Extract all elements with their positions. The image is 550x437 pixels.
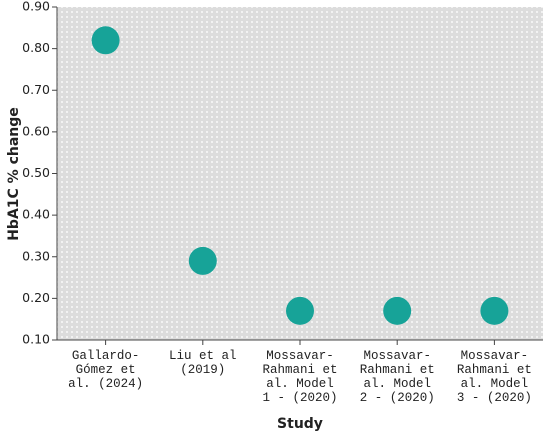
y-tick-label: 0.90 (22, 0, 50, 14)
x-axis-title: Study (277, 416, 323, 432)
point (383, 296, 412, 325)
y-axis-title: HbA1C % change (6, 107, 22, 241)
point (480, 296, 509, 325)
point (91, 26, 120, 55)
x-tick-label: Mossavar-Rahmani et al. Model 1 - (2020) (262, 349, 337, 405)
point (188, 246, 217, 275)
y-tick-label: 0.20 (22, 290, 50, 305)
y-tick-label: 0.60 (22, 123, 50, 138)
y-tick-label: 0.10 (22, 332, 50, 347)
x-tick-label: Liu et al (2019) (169, 349, 237, 377)
y-tick-label: 0.50 (22, 165, 50, 180)
x-tick-label: Gallardo-Gómez et al. (2024) (68, 349, 143, 391)
plot-area (57, 7, 543, 340)
y-tick-label: 0.70 (22, 82, 50, 97)
point (286, 296, 314, 325)
x-tick-label: Mossavar-Rahmani et al. Model 2 - (2020) (360, 349, 435, 405)
x-tick-label: Mossavar-Rahmani et al. Model 3 - (2020) (457, 349, 532, 405)
y-tick-label: 0.30 (22, 248, 50, 263)
y-tick-label: 0.80 (22, 40, 50, 55)
y-tick-label: 0.40 (22, 207, 50, 222)
